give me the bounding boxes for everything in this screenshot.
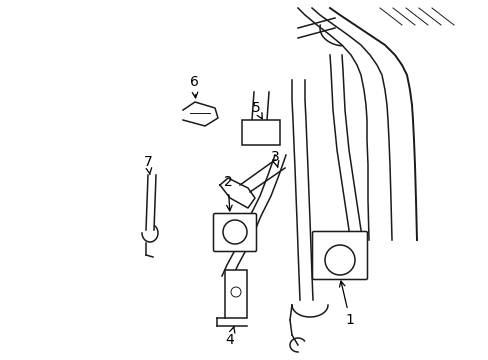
Bar	[224, 270, 246, 318]
FancyBboxPatch shape	[213, 213, 256, 252]
FancyBboxPatch shape	[312, 231, 367, 279]
Text: 7: 7	[143, 155, 152, 175]
Text: 1: 1	[339, 281, 354, 327]
Text: 6: 6	[189, 75, 198, 98]
Text: 5: 5	[251, 101, 262, 119]
Text: 3: 3	[270, 150, 279, 167]
Text: 2: 2	[223, 175, 232, 211]
Bar	[242, 120, 280, 145]
Text: 4: 4	[225, 327, 234, 347]
